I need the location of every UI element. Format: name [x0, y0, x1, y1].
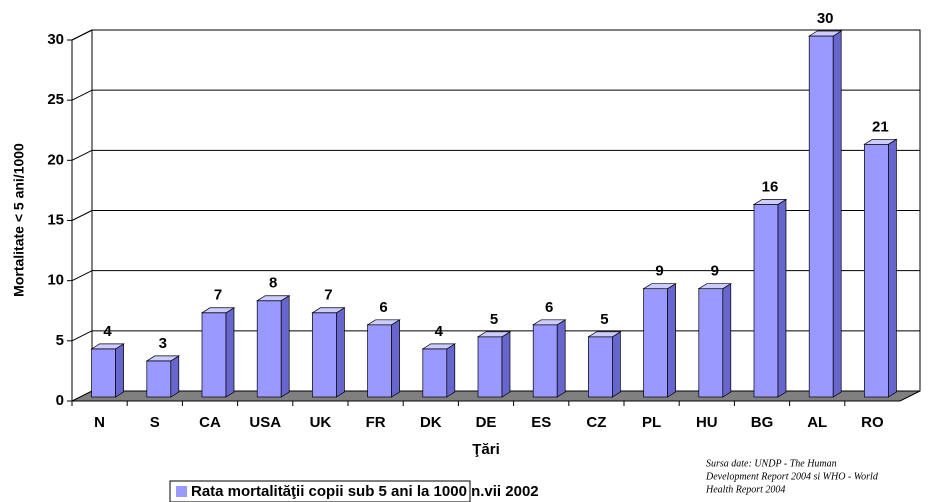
- x-tick-label: N: [94, 414, 105, 431]
- bar-top: [476, 331, 512, 338]
- bar: [312, 312, 337, 398]
- bar-side: [336, 307, 345, 398]
- bar: [201, 312, 227, 398]
- y-axis-label: Mortalitate < 5 ani/1000: [11, 143, 27, 297]
- bar: [477, 336, 503, 398]
- bar: [588, 336, 613, 398]
- x-tick-label: ES: [531, 414, 551, 431]
- bar-top: [366, 319, 401, 326]
- x-tick-label: PL: [642, 414, 661, 431]
- x-tick-label: AL: [807, 414, 827, 431]
- x-tick-label: CZ: [586, 414, 606, 431]
- grid-line: [71, 270, 93, 282]
- y-tick-label: 15: [47, 211, 64, 228]
- bar: [643, 288, 668, 398]
- x-tick-label: DK: [420, 414, 442, 431]
- value-label: 5: [490, 311, 498, 328]
- bar-top: [752, 199, 788, 205]
- bar: [532, 324, 558, 398]
- value-label: 3: [159, 335, 167, 352]
- legend-swatch: [176, 486, 187, 497]
- bar: [698, 288, 724, 398]
- y-axis-back: [71, 29, 93, 41]
- x-tick-label: FR: [366, 414, 386, 431]
- legend-box: [169, 480, 471, 502]
- x-tick-label: RO: [861, 414, 884, 431]
- grid-line: [71, 149, 93, 161]
- bar: [864, 143, 889, 398]
- legend-label: Rata mortalităţii copii sub 5 ani la 100…: [191, 483, 539, 500]
- source-note: Health Report 2004: [705, 484, 785, 495]
- bar-side: [280, 295, 290, 398]
- value-label: 30: [817, 10, 834, 27]
- value-label: 5: [600, 311, 608, 328]
- y-tick-label: 20: [47, 151, 64, 168]
- bar-side: [501, 331, 511, 398]
- x-tick-label: UK: [310, 414, 332, 431]
- bar-side: [777, 198, 787, 398]
- y-tick-label: 0: [56, 392, 64, 409]
- bar: [753, 204, 779, 398]
- bar-side: [667, 283, 676, 398]
- bar-side: [391, 319, 400, 398]
- bar: [146, 360, 172, 398]
- y-tick-label: 30: [47, 31, 64, 48]
- source-note: Sursa date: UNDP - The Human: [706, 458, 837, 469]
- x-tick-label: S: [150, 414, 160, 431]
- x-tick-label: BG: [751, 414, 774, 431]
- value-label: 9: [655, 263, 663, 280]
- source-note: Development Report 2004 si WHO - World: [705, 471, 879, 482]
- bar-side: [888, 138, 897, 398]
- bar: [422, 348, 448, 398]
- x-tick-label: CA: [199, 414, 221, 431]
- x-tick-label: HU: [696, 414, 718, 431]
- x-tick-label: USA: [249, 414, 281, 431]
- x-tick-label: DE: [476, 414, 497, 431]
- value-label: 6: [379, 299, 387, 316]
- grid-line: [71, 89, 93, 101]
- bar-top: [200, 307, 236, 314]
- bar-top: [255, 295, 291, 302]
- bar-top: [642, 283, 677, 290]
- bar-top: [145, 355, 181, 362]
- value-label: 9: [711, 263, 719, 280]
- value-label: 16: [762, 178, 779, 195]
- grid-line: [71, 330, 93, 342]
- x-axis-label: Ţări: [472, 441, 500, 458]
- value-label: 21: [872, 118, 889, 135]
- bar: [808, 35, 834, 398]
- bar-top: [863, 138, 898, 145]
- bar-top: [90, 343, 125, 350]
- value-label: 4: [103, 323, 112, 340]
- bar-side: [832, 30, 842, 398]
- value-label: 7: [324, 287, 332, 304]
- bar-top: [587, 331, 622, 338]
- bar-top: [807, 30, 843, 37]
- value-label: 4: [435, 323, 444, 340]
- bar-top: [697, 283, 733, 290]
- bar-side: [225, 307, 235, 398]
- value-label: 7: [214, 287, 222, 304]
- y-tick-label: 10: [47, 272, 64, 289]
- y-tick-label: 25: [47, 91, 64, 108]
- bar-side: [612, 331, 621, 398]
- bar-side: [556, 319, 566, 398]
- value-label: 8: [269, 275, 277, 292]
- bar-side: [115, 343, 124, 398]
- bar-side: [446, 343, 456, 398]
- bar-top: [531, 319, 567, 326]
- bar-side: [170, 355, 180, 398]
- grid-line: [71, 210, 93, 221]
- value-label: 6: [545, 299, 553, 316]
- bar-top: [311, 307, 346, 314]
- bar-top: [421, 343, 457, 350]
- bar: [91, 348, 116, 398]
- bar: [256, 300, 282, 398]
- bar: [367, 324, 392, 398]
- bar-side: [722, 283, 732, 398]
- y-tick-label: 5: [56, 332, 64, 349]
